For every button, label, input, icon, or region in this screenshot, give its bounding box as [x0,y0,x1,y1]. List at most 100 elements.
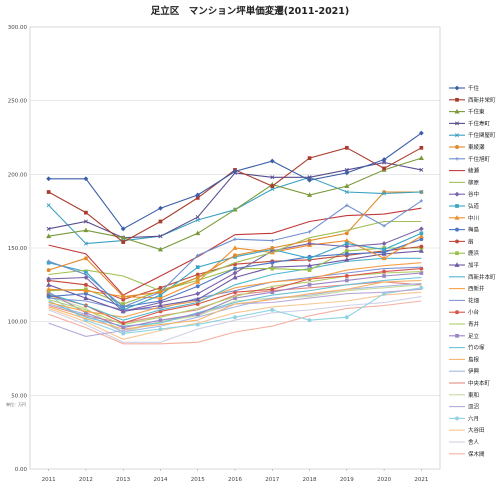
data-point [46,233,52,239]
data-point [419,189,424,195]
series-谷中 [46,226,424,314]
data-point [83,295,89,300]
x-tick-label: 2019 [340,477,354,483]
legend-entry: 東綾瀬 [449,143,485,151]
legend-entry: 千住東 [449,108,485,116]
data-point [158,285,163,290]
data-point [344,189,349,195]
series-line [48,300,422,345]
x-tick-label: 2016 [228,477,242,483]
legend-label: 西新井 [468,285,485,293]
data-point [270,290,275,295]
data-point [419,244,424,249]
data-point [232,245,238,250]
legend-entry: 足立 [449,332,480,340]
x-tick-label: 2020 [377,477,391,483]
legend-label: 千住寿町 [468,119,491,127]
series-東和 [48,284,422,333]
legend-label: 千住東 [468,108,485,116]
legend-entry: 鹿浜 [449,249,480,257]
y-tick-label: 250.00 [8,99,28,105]
series-小台 [46,266,424,326]
data-point [195,275,200,280]
data-point [382,247,386,252]
series-line [48,257,422,321]
data-point [418,248,424,253]
data-point [83,256,88,261]
data-point [307,318,312,323]
data-point [158,300,163,305]
data-point [232,206,238,212]
data-point [307,238,312,243]
legend-entry: 伊興 [449,367,480,375]
series-千住 [46,130,424,232]
legend-marker [454,191,460,197]
data-point [381,157,387,163]
data-point [195,217,200,223]
data-point [344,315,349,320]
data-point [418,155,424,160]
legend-label: 西新井栄町 [468,96,496,104]
data-point [307,175,312,180]
legend-entry: 大谷田 [449,426,485,434]
legend-label: 梅島 [468,226,480,234]
data-point [83,282,88,287]
data-point [382,191,387,196]
series-千住旭町 [46,199,424,309]
data-point [382,269,387,274]
y-tick-label: 50.00 [11,393,27,399]
data-point [307,156,312,160]
data-point [157,295,164,300]
data-point [270,246,275,250]
data-point [195,265,200,270]
data-point [270,266,275,271]
legend-entry: 青井 [449,320,480,328]
data-point [195,284,200,289]
data-point [419,285,424,290]
data-point [46,282,52,287]
data-point [233,266,237,271]
legend-label: 中川 [468,214,479,222]
data-point [195,291,201,297]
data-point [382,166,386,171]
data-point [46,286,52,292]
legend-label: 西新井本町 [468,273,496,281]
data-point [306,262,313,268]
legend-entry: 中央本町 [449,379,491,387]
series-lines [46,130,424,345]
data-point [158,327,163,331]
legend-marker [455,227,459,232]
data-point [195,192,201,198]
y-tick-label: 100.00 [8,320,28,326]
legend-entry: 保木間 [449,450,485,458]
axes: 0.00 50.00 100.00 150.00 200.00 250.00 300.00 2… [8,25,429,483]
series-line [48,279,422,330]
data-point [270,307,275,312]
x-tick-label: 2018 [303,477,317,483]
data-point [345,203,349,207]
x-tick-label: 2015 [191,477,205,483]
data-point [46,203,51,208]
data-point [269,158,275,164]
data-point [419,237,424,242]
legend-marker [454,121,460,126]
data-point [121,240,126,244]
data-point [232,168,238,174]
legend-label: 六月 [468,414,479,422]
data-point [344,274,349,278]
x-tick-label: 2014 [153,477,167,483]
data-point [46,190,51,194]
data-point [46,176,52,182]
data-point [382,250,387,255]
data-point [419,231,424,236]
legend-marker [455,204,459,208]
data-point [233,315,237,320]
series-line [48,284,422,333]
data-point [418,130,424,136]
data-point [419,145,424,150]
legend-entry: 皿沼 [449,403,480,411]
data-point [382,274,386,278]
series-島根 [48,279,422,330]
legend-label: 大谷田 [468,426,485,434]
